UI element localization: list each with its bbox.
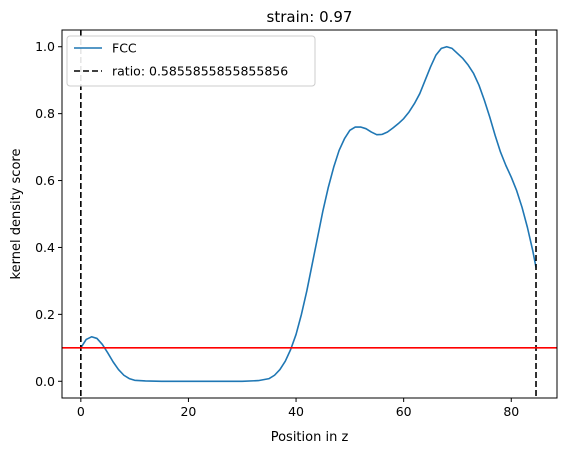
y-tick-label: 0.2 xyxy=(35,307,55,322)
plot-area xyxy=(62,30,557,398)
x-axis-label: Position in z xyxy=(271,430,349,445)
y-axis: 0.0 0.2 0.4 0.6 0.8 1.0 xyxy=(35,39,62,389)
x-tick-label: 60 xyxy=(396,404,412,419)
x-tick-label: 80 xyxy=(503,404,519,419)
legend: FCC ratio: 0.5855855855855856 xyxy=(66,35,316,87)
chart-title: strain: 0.97 xyxy=(267,8,353,26)
legend-label-fcc: FCC xyxy=(112,41,137,56)
x-tick-label: 40 xyxy=(288,404,304,419)
y-tick-label: 0.4 xyxy=(35,240,55,255)
y-axis-label: kernel density score xyxy=(9,149,24,280)
legend-label-ratio: ratio: 0.5855855855855856 xyxy=(112,64,288,79)
y-tick-label: 0.6 xyxy=(35,173,55,188)
legend-box xyxy=(66,35,316,87)
x-tick-label: 0 xyxy=(77,404,85,419)
x-tick-label: 20 xyxy=(180,404,196,419)
x-axis: 0 20 40 60 80 xyxy=(77,398,519,419)
fcc-line xyxy=(80,45,537,383)
y-tick-label: 0.0 xyxy=(35,374,55,389)
y-tick-label: 0.8 xyxy=(35,106,55,121)
y-tick-label: 1.0 xyxy=(35,39,55,54)
axes-frame xyxy=(61,29,558,399)
